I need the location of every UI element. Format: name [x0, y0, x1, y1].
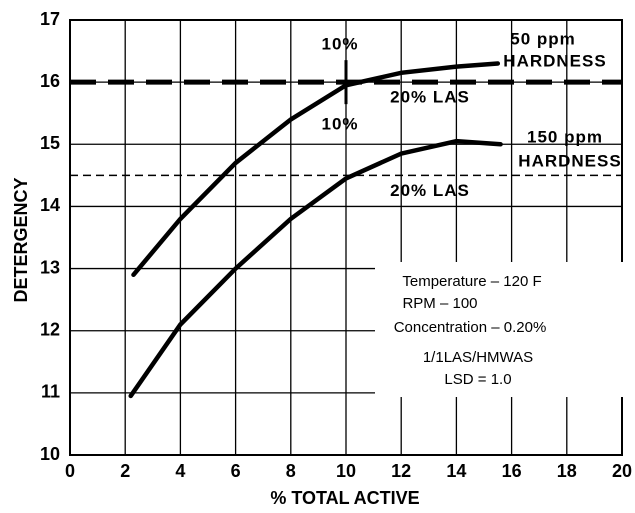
- x-tick-label: 18: [557, 461, 577, 481]
- y-tick-label: 13: [40, 257, 60, 277]
- x-tick-label: 10: [336, 461, 356, 481]
- y-tick-label: 14: [40, 195, 60, 215]
- annotation: 10%: [321, 34, 358, 53]
- x-tick-label: 8: [286, 461, 296, 481]
- reference-label: 20% LAS: [390, 88, 470, 107]
- annotation: HARDNESS: [518, 151, 621, 170]
- annotation: Concentration – 0.20%: [394, 319, 547, 336]
- series-label: 50 ppm: [510, 29, 576, 48]
- y-tick-label: 15: [40, 133, 60, 153]
- reference-label: 20% LAS: [390, 181, 470, 200]
- y-tick-label: 17: [40, 9, 60, 29]
- annotation: Temperature – 120 F: [402, 273, 541, 290]
- x-tick-label: 12: [391, 461, 411, 481]
- x-tick-label: 16: [502, 461, 522, 481]
- annotation: 10%: [321, 114, 358, 133]
- series-label: 150 ppm: [527, 127, 603, 146]
- x-tick-label: 14: [446, 461, 466, 481]
- x-tick-label: 6: [231, 461, 241, 481]
- y-tick-label: 11: [41, 382, 60, 402]
- annotation: RPM – 100: [402, 295, 477, 312]
- x-tick-label: 2: [120, 461, 130, 481]
- annotation: HARDNESS: [503, 51, 606, 70]
- x-tick-label: 0: [65, 461, 75, 481]
- y-tick-label: 16: [40, 71, 60, 91]
- y-tick-label: 12: [40, 319, 60, 339]
- series-line: [128, 138, 503, 399]
- y-tick-label: 10: [40, 444, 60, 464]
- plot-frame: [69, 19, 623, 456]
- info-box: [375, 262, 625, 397]
- annotation: LSD = 1.0: [444, 371, 511, 388]
- x-tick-label: 20: [612, 461, 632, 481]
- x-tick-label: 4: [175, 461, 185, 481]
- x-axis-title: % TOTAL ACTIVE: [270, 488, 419, 508]
- y-axis-title: DETERGENCY: [11, 177, 31, 302]
- annotation: 1/1LAS/HMWAS: [423, 349, 533, 366]
- series-line: [131, 61, 501, 278]
